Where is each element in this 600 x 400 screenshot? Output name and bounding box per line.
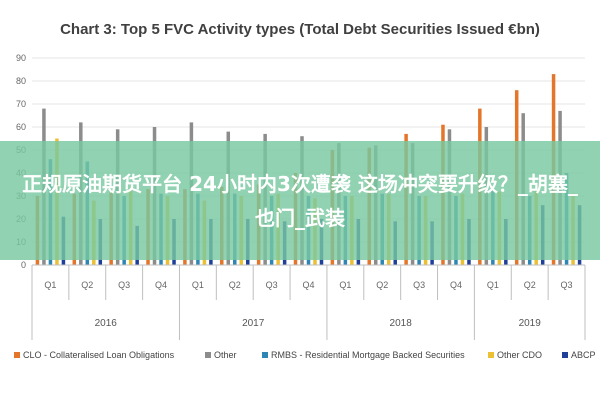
x-tick-label: Q2 — [229, 280, 241, 290]
year-label: 2018 — [390, 318, 413, 329]
legend-label: ABCP — [571, 350, 596, 360]
y-tick-label: 0 — [21, 260, 26, 270]
headline-text[interactable]: 正规原油期货平台 24小时内3次遭袭 这场冲突要升级？_胡塞_也门_武装 — [22, 171, 578, 230]
legend-swatch — [262, 352, 268, 358]
x-tick-label: Q3 — [561, 280, 573, 290]
year-label: 2016 — [95, 318, 118, 329]
legend-swatch — [14, 352, 20, 358]
x-tick-label: Q2 — [81, 280, 93, 290]
y-tick-label: 60 — [16, 122, 26, 132]
year-label: 2017 — [242, 318, 265, 329]
x-tick-label: Q1 — [192, 280, 204, 290]
chart-title: Chart 3: Top 5 FVC Activity types (Total… — [60, 21, 540, 38]
x-tick-label: Q4 — [302, 280, 314, 290]
legend-swatch — [488, 352, 494, 358]
legend-label: RMBS - Residential Mortgage Backed Secur… — [271, 350, 465, 360]
y-tick-label: 80 — [16, 76, 26, 86]
x-tick-label: Q4 — [450, 280, 462, 290]
legend-swatch — [205, 352, 211, 358]
y-tick-label: 90 — [16, 53, 26, 63]
legend-label: Other — [214, 350, 237, 360]
legend: CLO - Collateralised Loan Obligations Oth… — [14, 350, 596, 360]
x-tick-label: Q1 — [339, 280, 351, 290]
x-tick-label: Q3 — [118, 280, 130, 290]
legend-label: CLO - Collateralised Loan Obligations — [23, 350, 175, 360]
x-tick-label: Q1 — [44, 280, 56, 290]
x-tick-label: Q2 — [376, 280, 388, 290]
year-label: 2019 — [519, 318, 542, 329]
x-axis: Q1 Q2 Q3 Q4 Q1 Q2 Q3 Q4 Q1 Q2 Q3 Q4 Q1 Q2 Q3 2016 2017 20… — [31, 264, 586, 340]
legend-swatch — [562, 352, 568, 358]
legend-label: Other CDO — [497, 350, 542, 360]
x-tick-label: Q2 — [524, 280, 536, 290]
headline-banner[interactable]: 正规原油期货平台 24小时内3次遭袭 这场冲突要升级？_胡塞_也门_武装 — [0, 141, 600, 260]
x-tick-label: Q3 — [266, 280, 278, 290]
x-tick-label: Q3 — [413, 280, 425, 290]
x-tick-label: Q1 — [487, 280, 499, 290]
x-tick-label: Q4 — [155, 280, 167, 290]
y-tick-label: 70 — [16, 99, 26, 109]
